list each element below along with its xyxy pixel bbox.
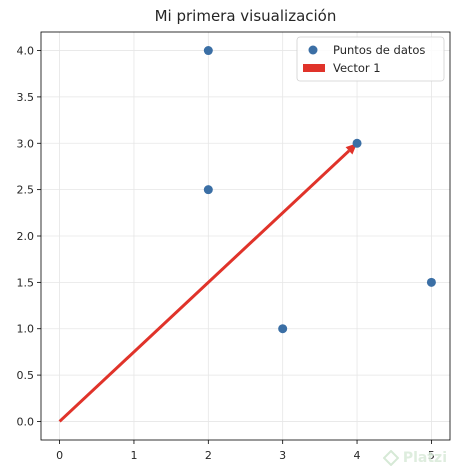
platzi-logo-icon (382, 450, 399, 466)
y-tick-label: 3.0 (17, 137, 35, 150)
x-tick-label: 3 (279, 449, 286, 462)
chart-title: Mi primera visualización (155, 7, 337, 25)
legend-marker-points (308, 45, 318, 55)
data-point (203, 185, 213, 195)
y-tick-label: 4.0 (17, 45, 35, 58)
legend-label-vector: Vector 1 (333, 61, 381, 75)
watermark: Platzi (382, 450, 447, 466)
vector-1-shaft (58, 149, 351, 423)
y-tick-label: 2.5 (17, 184, 35, 197)
x-tick-label: 5 (428, 449, 435, 462)
legend-box (296, 36, 445, 82)
data-point (352, 138, 362, 148)
y-tick-label: 0.0 (17, 415, 35, 428)
x-tick-label: 0 (56, 449, 63, 462)
y-tick-label: 2.0 (17, 230, 35, 243)
data-point (203, 46, 213, 56)
y-tick-label: 1.0 (17, 323, 35, 336)
y-tick-label: 3.5 (17, 91, 35, 104)
y-tick-label: 0.5 (17, 369, 35, 382)
legend-marker-vector (303, 64, 325, 72)
data-point (426, 277, 436, 287)
legend-label-points: Puntos de datos (333, 43, 425, 57)
data-point (278, 324, 288, 334)
y-tick-label: 1.5 (17, 276, 35, 289)
x-tick-label: 1 (130, 449, 137, 462)
x-tick-label: 2 (205, 449, 212, 462)
x-tick-label: 4 (354, 449, 361, 462)
watermark-text: Platzi (402, 450, 447, 466)
